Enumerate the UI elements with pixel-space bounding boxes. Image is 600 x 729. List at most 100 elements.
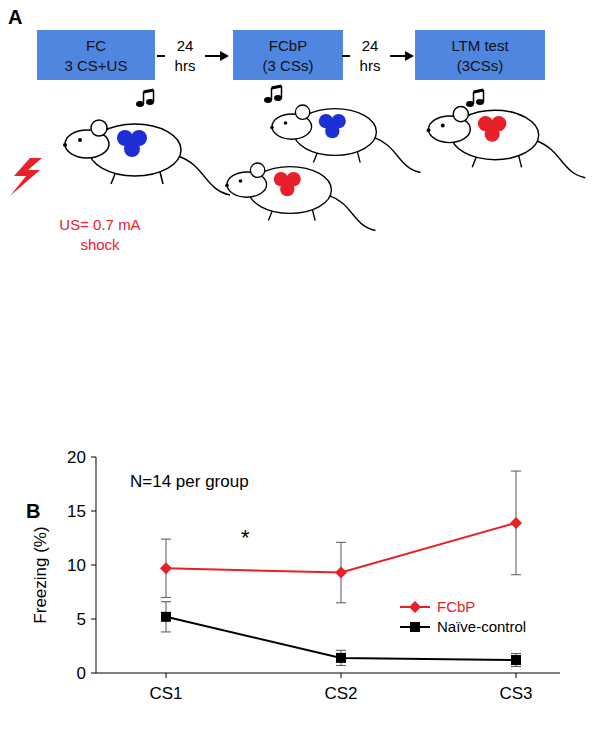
note-stem <box>271 88 273 100</box>
protocol-boxes: FC 3 CS+US FCbP (3 CSs) LTM test (3CSs) <box>37 30 545 80</box>
protocol-box <box>415 30 545 80</box>
y-axis-label: Freezing (%) <box>31 526 50 623</box>
y-tick <box>91 457 96 458</box>
rat-leg <box>358 152 361 163</box>
panel-label: B <box>26 500 40 522</box>
error-cap <box>511 653 521 654</box>
y-tick <box>91 673 96 674</box>
box-text: FC <box>86 37 106 54</box>
y-tick-label: 15 <box>67 502 86 521</box>
rat-tail <box>329 195 376 230</box>
y-tick <box>91 619 96 620</box>
x-tick-label: CS3 <box>499 684 532 703</box>
tone-icon <box>264 86 282 103</box>
rat-nose <box>225 184 229 188</box>
stimulus-label: shock <box>80 236 120 253</box>
rat-nose <box>427 128 431 132</box>
error-cap <box>511 574 521 575</box>
protocol-box <box>233 30 343 80</box>
y-tick-label: 20 <box>67 448 86 467</box>
marker <box>510 517 522 529</box>
rat-eye <box>441 124 445 128</box>
plot-area <box>160 471 522 666</box>
axes: 05101520CS1CS2CS3 <box>67 448 560 703</box>
note-stem <box>483 90 485 102</box>
arrow-head <box>220 51 229 61</box>
rat-leg <box>111 174 115 184</box>
error-cap <box>336 542 346 543</box>
error-cap <box>336 665 346 666</box>
y-tick <box>91 511 96 512</box>
arrow-head <box>405 51 414 61</box>
rat-leg <box>313 154 317 163</box>
interval-text: hrs <box>175 57 196 74</box>
legend: FCbP Naïve-control <box>400 598 526 635</box>
error-cap <box>161 601 171 602</box>
marker <box>335 567 347 579</box>
error-cap <box>161 597 171 598</box>
rat <box>63 120 230 195</box>
box-text: (3CSs) <box>457 57 504 74</box>
y-tick-label: 10 <box>67 556 86 575</box>
rat-ear <box>91 120 107 136</box>
legend-label: FCbP <box>437 598 475 615</box>
rat-tail <box>374 137 421 172</box>
marker <box>336 653 346 663</box>
neuron-cluster <box>485 126 500 141</box>
interval-text: hrs <box>360 57 381 74</box>
legend-label: Naïve-control <box>437 618 526 635</box>
marker <box>161 612 171 622</box>
rat-leg <box>268 212 272 221</box>
rat-ear <box>250 163 264 177</box>
box-text: 3 CS+US <box>65 57 128 74</box>
rat-leg <box>519 156 522 167</box>
series-line <box>166 523 516 573</box>
rat-ear <box>453 107 468 122</box>
annotation: N=14 per group <box>130 472 249 491</box>
x-tick <box>166 673 167 678</box>
rat-eye <box>78 138 82 142</box>
rat-eye <box>239 179 243 183</box>
y-tick-label: 5 <box>77 610 86 629</box>
protocol-box <box>37 30 155 80</box>
box-text: (3 CSs) <box>263 57 314 74</box>
box-text: FCbP <box>269 37 307 54</box>
rat <box>225 163 375 231</box>
panel-label: A <box>8 6 22 28</box>
rat-nose <box>270 126 274 130</box>
error-cap <box>161 539 171 540</box>
note-stem <box>143 92 145 104</box>
x-tick-label: CS2 <box>324 684 357 703</box>
rat-leg <box>313 210 316 221</box>
x-tick <box>341 673 342 678</box>
dash <box>342 55 350 57</box>
note-beam <box>272 86 282 88</box>
marker <box>410 622 420 632</box>
figure: A FC 3 CS+US FCbP (3 CSs) LTM test (3CSs) 24 hrs… <box>0 0 600 729</box>
neuron-cluster <box>325 124 339 138</box>
error-cap <box>511 666 521 667</box>
rat-eye <box>284 121 288 125</box>
shock-icon <box>10 158 42 196</box>
annotation: * <box>241 525 250 550</box>
rat-tail <box>536 141 585 178</box>
note-stem <box>281 86 283 98</box>
rat-leg <box>472 158 476 168</box>
neuron-cluster <box>280 182 294 196</box>
note-stem <box>153 90 155 102</box>
neuron-cluster <box>124 141 140 157</box>
rat-ear <box>295 105 309 119</box>
x-tick <box>516 673 517 678</box>
tone-icon <box>466 90 484 107</box>
tone-icon <box>136 90 154 107</box>
note-beam <box>144 90 154 92</box>
error-cap <box>161 631 171 632</box>
box-text: LTM test <box>451 37 509 54</box>
rat-nose <box>63 143 67 147</box>
note-stem <box>473 92 475 104</box>
note-beam <box>474 90 484 92</box>
rat <box>270 105 420 173</box>
marker <box>160 562 172 574</box>
interval-text: 24 <box>362 37 379 54</box>
x-tick-label: CS1 <box>149 684 182 703</box>
